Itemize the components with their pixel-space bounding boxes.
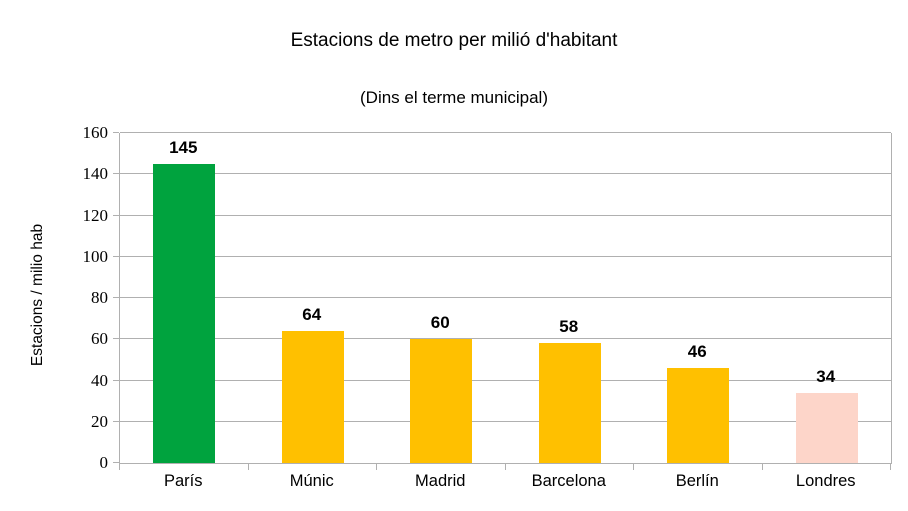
category-label: Barcelona (531, 472, 606, 490)
gridline-140 (120, 173, 891, 175)
x-tick-mark (504, 464, 506, 470)
y-tick-mark (113, 420, 119, 422)
category-label: Madrid (415, 472, 466, 490)
x-tick-mark (376, 464, 377, 470)
chart-title: Estacions de metro per milió d'habitant (290, 30, 618, 51)
y-tick-label: 60 (91, 329, 108, 349)
bar-value-label: 46 (687, 342, 707, 362)
y-tick-mark (113, 338, 119, 340)
bar-múnic (281, 331, 344, 463)
y-tick-label: 40 (91, 370, 108, 390)
category-label: Londres (795, 472, 856, 490)
y-tick-mark (113, 173, 119, 175)
x-tick-mark (119, 464, 120, 470)
y-tick-label: 20 (91, 411, 108, 431)
y-tick-label: 140 (82, 164, 109, 184)
y-tick-mark (113, 255, 119, 257)
y-tick-mark (113, 297, 119, 298)
bar-madrid (410, 339, 473, 463)
bar-parís (153, 163, 216, 463)
x-tick-mark (247, 464, 249, 470)
category-label: Múnic (289, 472, 334, 490)
chart-subtitle: (Dins el terme municipal) (360, 88, 548, 107)
y-tick-label: 120 (82, 205, 109, 225)
gridline-100 (120, 255, 891, 257)
bar-berlín (667, 368, 730, 463)
y-tick-label: 80 (91, 288, 108, 307)
category-label: Berlín (675, 472, 719, 490)
y-tick-mark (113, 214, 119, 216)
bar-value-label: 145 (169, 137, 198, 157)
bar-value-label: 60 (430, 313, 450, 333)
y-tick-mark (113, 462, 119, 463)
category-label: París (163, 472, 203, 490)
x-tick-mark (761, 464, 763, 470)
gridline-60 (120, 338, 891, 340)
y-tick-label: 100 (82, 246, 109, 266)
y-tick-label: 160 (82, 123, 109, 142)
x-tick-mark (633, 464, 634, 470)
x-tick-mark (890, 464, 891, 470)
y-tick-label: 0 (99, 453, 109, 472)
gridline-80 (120, 297, 891, 298)
y-tick-mark (113, 132, 119, 133)
plot-area (119, 132, 892, 464)
bar-value-label: 58 (559, 317, 579, 337)
bar-barcelona (538, 343, 601, 463)
gridline-120 (120, 214, 891, 216)
bar-value-label: 34 (816, 366, 836, 386)
y-tick-mark (113, 379, 119, 381)
gridline-160 (120, 132, 891, 133)
bar-value-label: 64 (302, 305, 322, 324)
bar-londres (795, 392, 858, 463)
gridline-20 (120, 420, 891, 422)
gridline-40 (120, 379, 891, 381)
